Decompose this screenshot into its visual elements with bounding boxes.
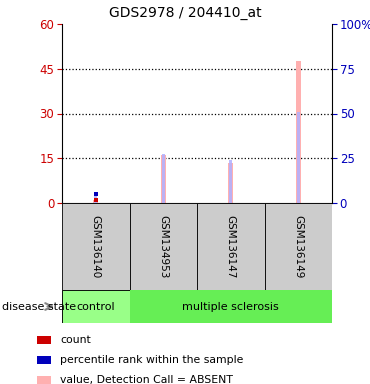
Text: GSM136147: GSM136147 bbox=[226, 215, 236, 278]
Text: GSM136149: GSM136149 bbox=[293, 215, 303, 278]
Bar bbox=[130, 290, 332, 323]
Text: GDS2978 / 204410_at: GDS2978 / 204410_at bbox=[109, 6, 261, 20]
Text: percentile rank within the sample: percentile rank within the sample bbox=[60, 355, 244, 365]
Bar bbox=[130, 203, 197, 290]
Text: value, Detection Call = ABSENT: value, Detection Call = ABSENT bbox=[60, 375, 233, 384]
Text: control: control bbox=[77, 301, 115, 311]
Bar bbox=[93, 200, 98, 203]
Bar bbox=[162, 154, 165, 203]
Bar bbox=[296, 61, 301, 203]
Text: GSM134953: GSM134953 bbox=[158, 215, 168, 278]
Bar bbox=[229, 160, 232, 203]
Bar bbox=[265, 203, 332, 290]
Text: count: count bbox=[60, 335, 91, 345]
Text: multiple sclerosis: multiple sclerosis bbox=[182, 301, 279, 311]
Text: GSM136140: GSM136140 bbox=[91, 215, 101, 278]
Bar bbox=[62, 290, 130, 323]
Bar bbox=[94, 194, 97, 203]
Bar bbox=[197, 203, 265, 290]
Bar bbox=[161, 155, 166, 203]
Bar bbox=[228, 163, 233, 203]
Text: disease state: disease state bbox=[2, 301, 76, 311]
Bar bbox=[297, 112, 300, 203]
Bar bbox=[62, 203, 130, 290]
